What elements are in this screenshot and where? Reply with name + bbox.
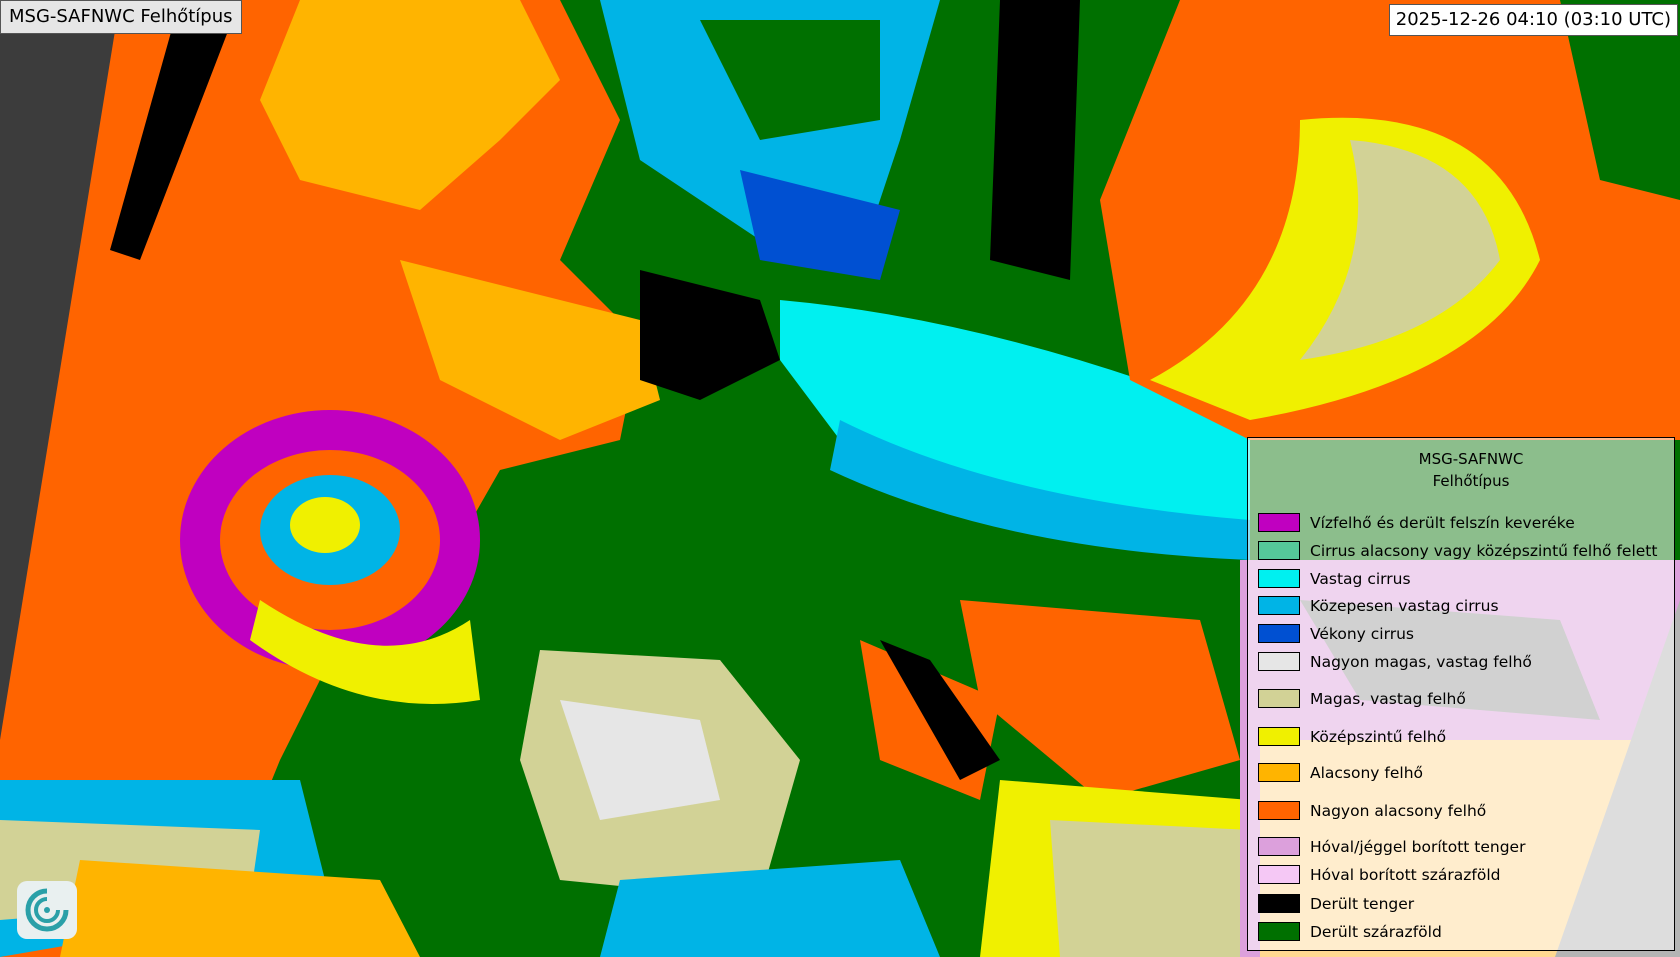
legend-item: Derült szárazföld [1258, 922, 1442, 941]
legend-swatch [1258, 865, 1300, 884]
legend-swatch [1258, 689, 1300, 708]
legend-item: Hóval borított szárazföld [1258, 865, 1501, 884]
legend-swatch [1258, 763, 1300, 782]
legend-swatch [1258, 801, 1300, 820]
legend-item: Középszintű felhő [1258, 727, 1446, 746]
legend-label: Vízfelhő és derült felszín keveréke [1310, 513, 1575, 532]
legend-label: Vékony cirrus [1310, 624, 1414, 643]
legend-label: Derült tenger [1310, 894, 1415, 913]
legend-label: Magas, vastag felhő [1310, 689, 1466, 708]
legend-item: Vékony cirrus [1258, 624, 1414, 643]
legend-swatch [1258, 727, 1300, 746]
legend-swatch [1258, 894, 1300, 913]
legend-label: Nagyon magas, vastag felhő [1310, 652, 1532, 671]
legend-label: Vastag cirrus [1310, 569, 1411, 588]
legend-label: Hóval borított szárazföld [1310, 865, 1501, 884]
legend-label: Középszintű felhő [1310, 727, 1447, 746]
legend-swatch [1258, 922, 1300, 941]
legend-swatch [1258, 569, 1300, 588]
legend-title-line2: Felhőtípus [1432, 472, 1510, 490]
legend-label: Alacsony felhő [1310, 763, 1424, 782]
legend-label: Nagyon alacsony felhő [1310, 801, 1487, 820]
legend-title-line1: MSG-SAFNWC [1418, 450, 1524, 468]
legend-item: Hóval/jéggel borított tenger [1258, 837, 1525, 856]
map-title: MSG-SAFNWC Felhőtípus [0, 0, 242, 34]
legend-item: Cirrus alacsony vagy középszintű felhő f… [1258, 541, 1657, 560]
legend-item: Vastag cirrus [1258, 569, 1411, 588]
legend-item: Vízfelhő és derült felszín keveréke [1258, 513, 1575, 532]
legend-item: Közepesen vastag cirrus [1258, 596, 1499, 615]
legend-swatch [1258, 513, 1300, 532]
legend-swatch [1258, 596, 1300, 615]
legend-item: Nagyon magas, vastag felhő [1258, 652, 1532, 671]
timestamp: 2025-12-26 04:10 (03:10 UTC) [1388, 4, 1678, 36]
legend-label: Cirrus alacsony vagy középszintű felhő f… [1310, 541, 1658, 560]
legend-swatch [1258, 624, 1300, 643]
legend-label: Hóval/jéggel borított tenger [1310, 837, 1526, 856]
legend-swatch [1258, 837, 1300, 856]
legend: MSG-SAFNWC Felhőtípus Vízfelhő és derült… [1247, 437, 1675, 951]
legend-item: Alacsony felhő [1258, 763, 1423, 782]
legend-item: Derült tenger [1258, 894, 1414, 913]
swirl-logo-icon [17, 881, 77, 939]
legend-item: Magas, vastag felhő [1258, 689, 1466, 708]
legend-label: Közepesen vastag cirrus [1310, 596, 1499, 615]
legend-title: MSG-SAFNWC Felhőtípus [1248, 448, 1674, 492]
legend-swatch [1258, 541, 1300, 560]
legend-item: Nagyon alacsony felhő [1258, 801, 1486, 820]
legend-swatch [1258, 652, 1300, 671]
legend-label: Derült szárazföld [1310, 922, 1442, 941]
